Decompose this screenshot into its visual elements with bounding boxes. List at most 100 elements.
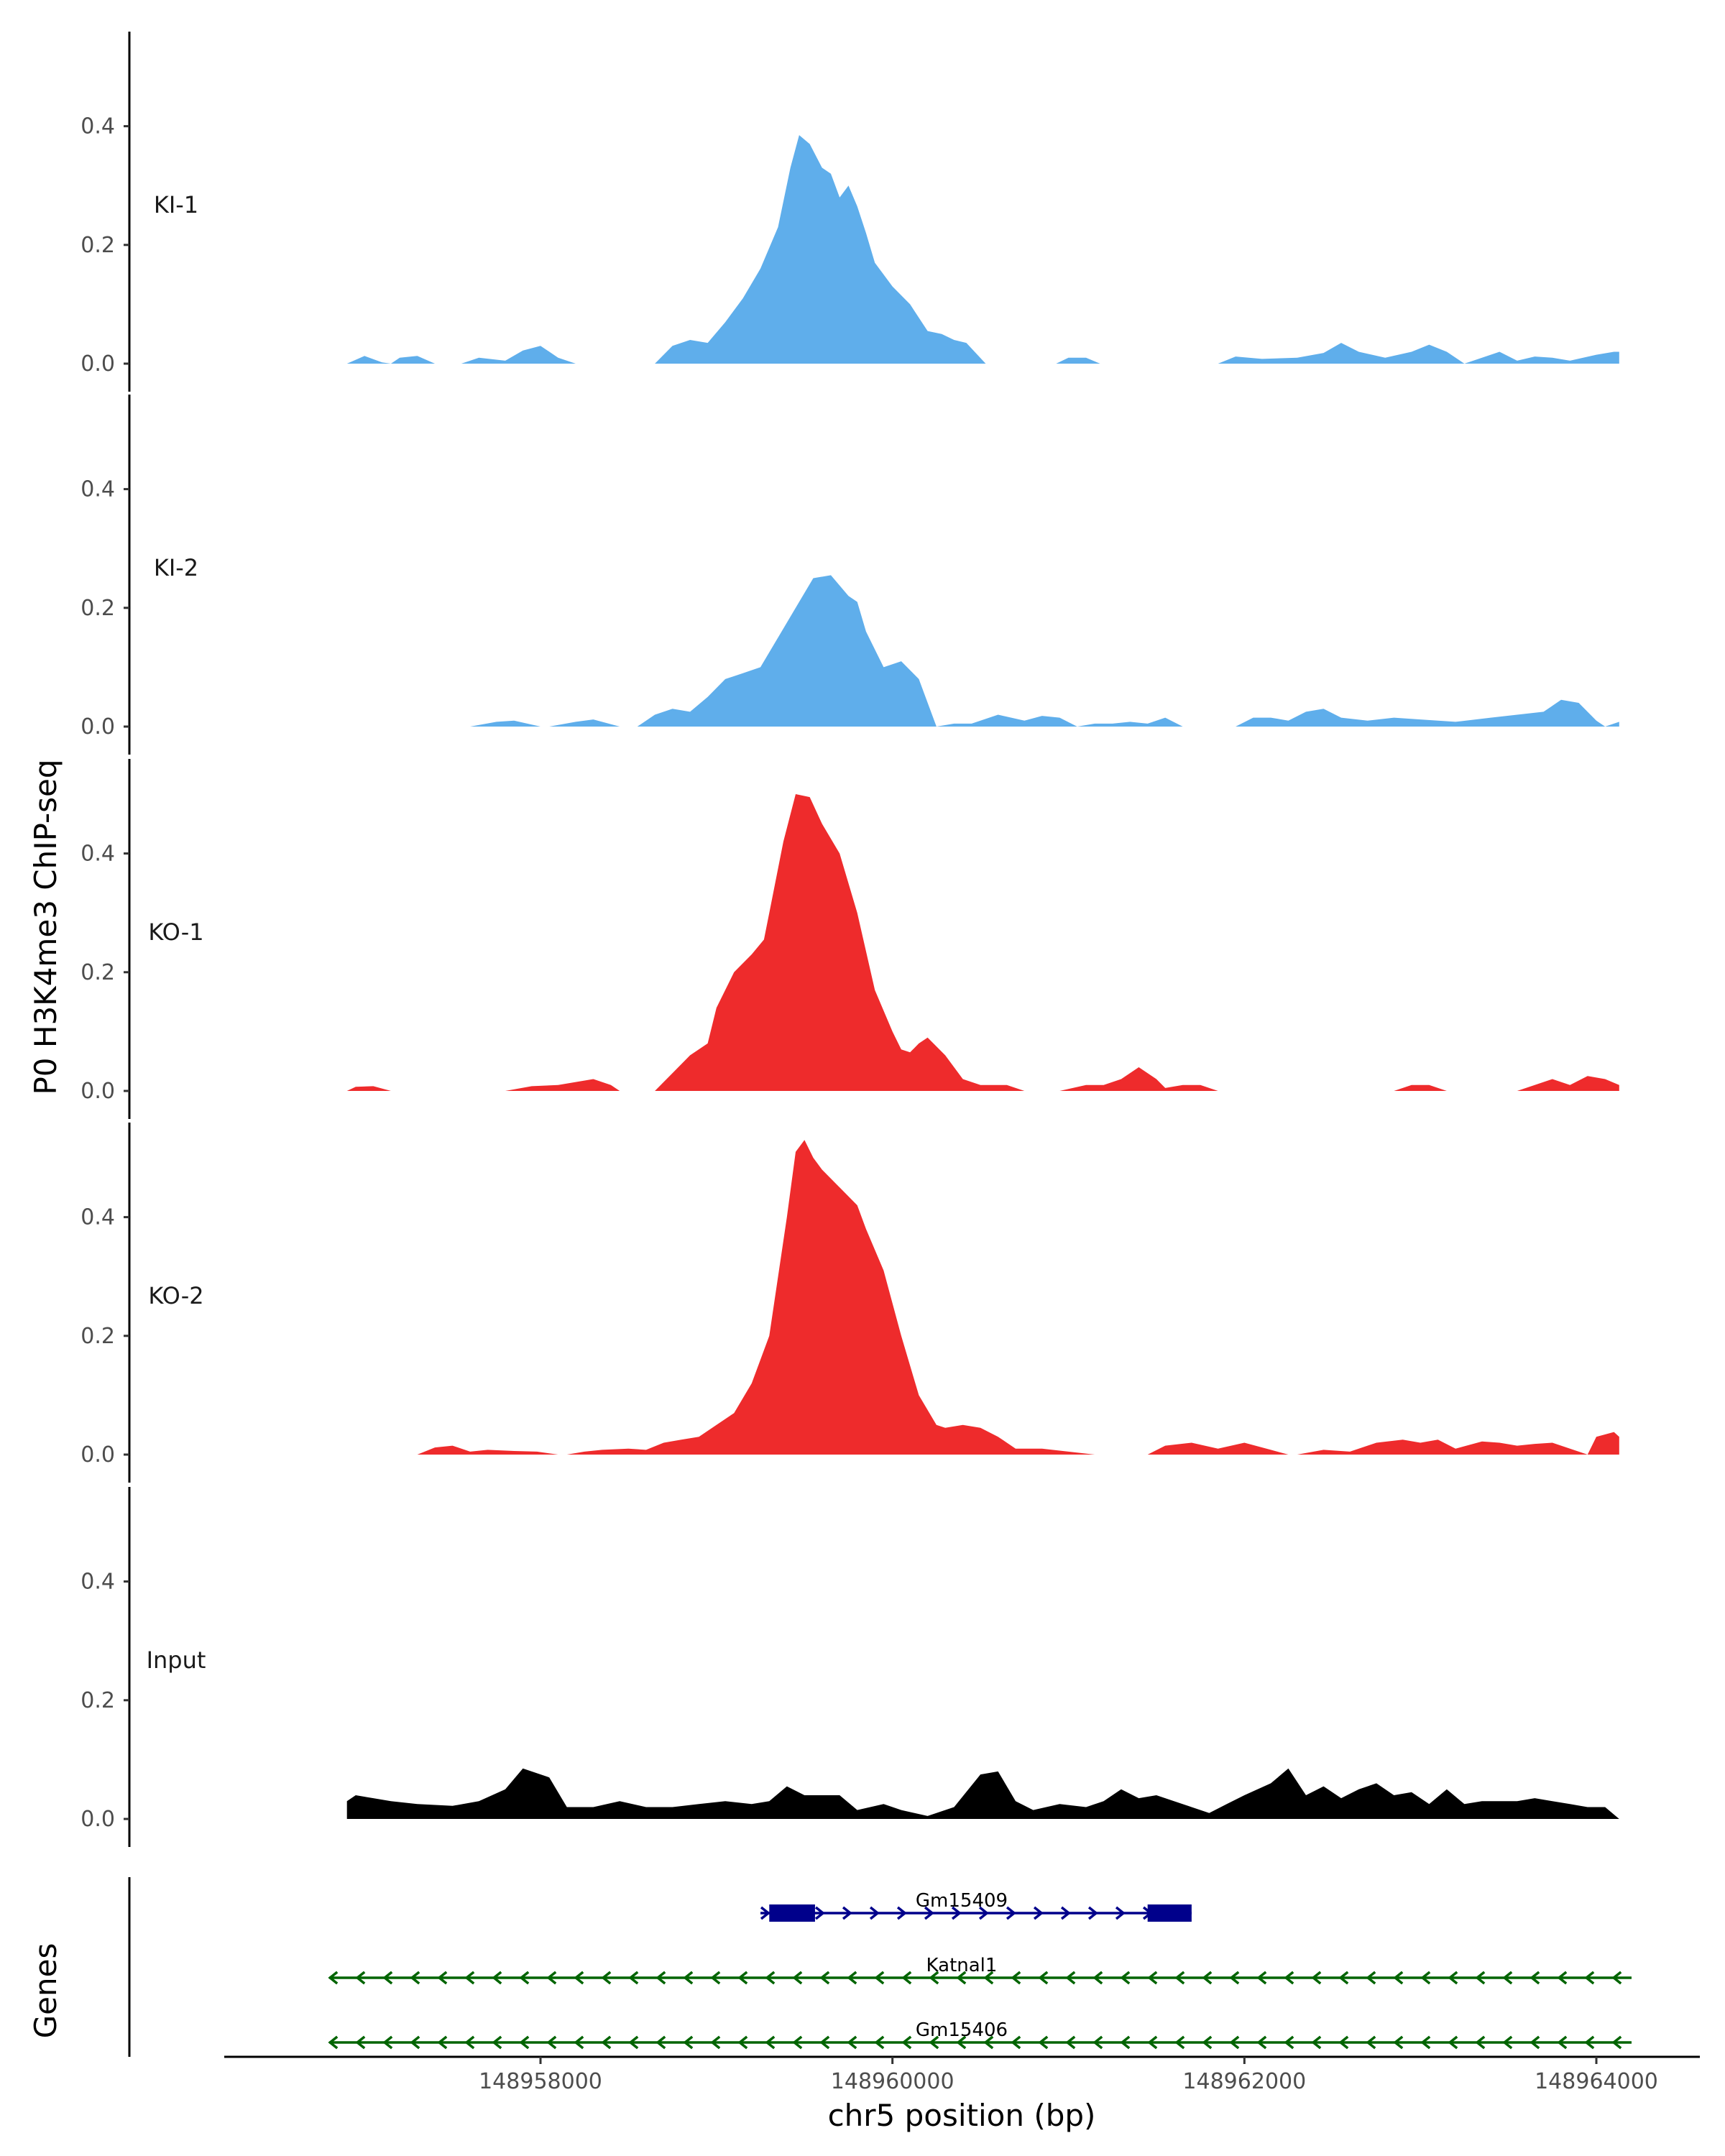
strand-arrow (519, 1971, 530, 1985)
strand-arrow (601, 1971, 612, 1985)
y-tick-label: 0.2 (80, 1324, 115, 1349)
track-label: KO-2 (148, 1282, 203, 1309)
strand-arrow (574, 2035, 584, 2050)
signal-area-input (346, 1768, 1619, 1819)
y-tick-label: 0.2 (80, 596, 115, 621)
track-ki-1: 0.0 0.2 0.4 KI-1 (80, 32, 1619, 392)
strand-arrow (656, 2035, 666, 2050)
strand-arrow (1284, 1971, 1294, 1985)
y-tick-label: 0.2 (80, 1688, 115, 1713)
genes-title: Genes (28, 1943, 63, 2039)
strand-arrow (1065, 2035, 1076, 2050)
gene-gm15409: Gm15409 (760, 1890, 1192, 1922)
x-tick-label: 148960000 (831, 2069, 954, 2094)
y-tick-label: 0.4 (80, 842, 115, 867)
strand-arrow (1202, 1971, 1213, 1985)
y-tick-label: 0.0 (80, 351, 115, 377)
strand-arrow (519, 2035, 530, 2050)
strand-arrow (956, 2035, 967, 2050)
gene-label: Gm15406 (916, 2019, 1008, 2041)
strand-arrow (1087, 1906, 1098, 1920)
strand-arrow (1115, 1906, 1126, 1920)
strand-arrow (710, 2035, 721, 2050)
strand-arrow (1092, 2035, 1103, 2050)
strand-arrow (1092, 1971, 1103, 1985)
strand-arrow (1611, 1971, 1622, 1985)
strand-arrow (710, 1971, 721, 1985)
strand-arrow (1338, 2035, 1349, 2050)
strand-arrow (1530, 2035, 1540, 2050)
exon (769, 1904, 815, 1922)
strand-arrow (896, 1906, 907, 1920)
strand-arrow (546, 1971, 557, 1985)
strand-arrow (601, 2035, 612, 2050)
y-tick-label: 0.0 (80, 1807, 115, 1832)
strand-arrow (1256, 2035, 1267, 2050)
strand-arrow (410, 2035, 420, 2050)
strand-arrow (1584, 1971, 1595, 1985)
track-label: Input (147, 1646, 206, 1674)
strand-arrow (983, 1971, 994, 1985)
gene-katnal1: Katnal1 (328, 1955, 1632, 1985)
x-axis-title: chr5 position (bp) (828, 2098, 1096, 2133)
signal-area-ki-2 (470, 575, 1619, 727)
strand-arrow (842, 1906, 852, 1920)
strand-arrow (1011, 1971, 1021, 1985)
y-tick-label: 0.0 (80, 714, 115, 740)
strand-arrow (464, 1971, 475, 1985)
strand-arrow (874, 1971, 885, 1985)
strand-arrow (737, 1971, 748, 1985)
y-tick-label: 0.2 (80, 960, 115, 985)
strand-arrow (437, 1971, 448, 1985)
strand-arrow (1229, 1971, 1240, 1985)
strand-arrow (1011, 2035, 1021, 2050)
strand-arrow (869, 1906, 880, 1920)
strand-arrow (1256, 1971, 1267, 1985)
strand-arrow (1338, 1971, 1349, 1985)
strand-arrow (792, 2035, 803, 2050)
strand-arrow (760, 1906, 770, 1920)
strand-arrow (1448, 1971, 1458, 1985)
gene-gm15406: Gm15406 (328, 2019, 1632, 2050)
strand-arrow (1557, 2035, 1568, 2050)
strand-arrow (814, 1906, 825, 1920)
strand-arrow (1530, 1971, 1540, 1985)
x-axis: 148958000 148960000 148962000 148964000 (224, 2055, 1700, 2094)
strand-arrow (1448, 2035, 1458, 2050)
strand-arrow (574, 1971, 584, 1985)
y-tick-label: 0.4 (80, 114, 115, 139)
strand-arrow (956, 1971, 967, 1985)
y-tick-label: 0.0 (80, 1079, 115, 1104)
y-tick-label: 0.4 (80, 1570, 115, 1595)
x-tick-label: 148964000 (1535, 2069, 1658, 2094)
strand-arrow (410, 1971, 420, 1985)
y-tick-label: 0.4 (80, 1205, 115, 1230)
strand-arrow (355, 2035, 366, 2050)
track-ki-2: 0.0 0.2 0.4 KI-2 (80, 395, 1619, 755)
strand-arrow (1502, 2035, 1513, 2050)
strand-arrow (1147, 1971, 1158, 1985)
strand-arrow (1611, 2035, 1622, 2050)
strand-arrow (1366, 2035, 1376, 2050)
strand-arrow (1202, 2035, 1213, 2050)
strand-arrow (737, 2035, 748, 2050)
strand-arrow (1147, 2035, 1158, 2050)
strand-arrow (929, 2035, 939, 2050)
y-tick-label: 0.4 (80, 477, 115, 502)
strand-arrow (901, 2035, 912, 2050)
strand-arrow (1120, 2035, 1131, 2050)
strand-arrow (1229, 2035, 1240, 2050)
strand-arrow (1366, 1971, 1376, 1985)
strand-arrow (683, 2035, 694, 2050)
strand-arrow (1065, 1971, 1076, 1985)
gene-label: Gm15409 (916, 1890, 1008, 1912)
strand-arrow (978, 1906, 989, 1920)
strand-arrow (1557, 1971, 1568, 1985)
strand-arrow (492, 1971, 502, 1985)
strand-arrow (792, 1971, 803, 1985)
strand-arrow (1120, 1971, 1131, 1985)
strand-arrow (1393, 2035, 1404, 2050)
strand-arrow (1420, 1971, 1431, 1985)
track-label: KO-1 (148, 918, 203, 946)
